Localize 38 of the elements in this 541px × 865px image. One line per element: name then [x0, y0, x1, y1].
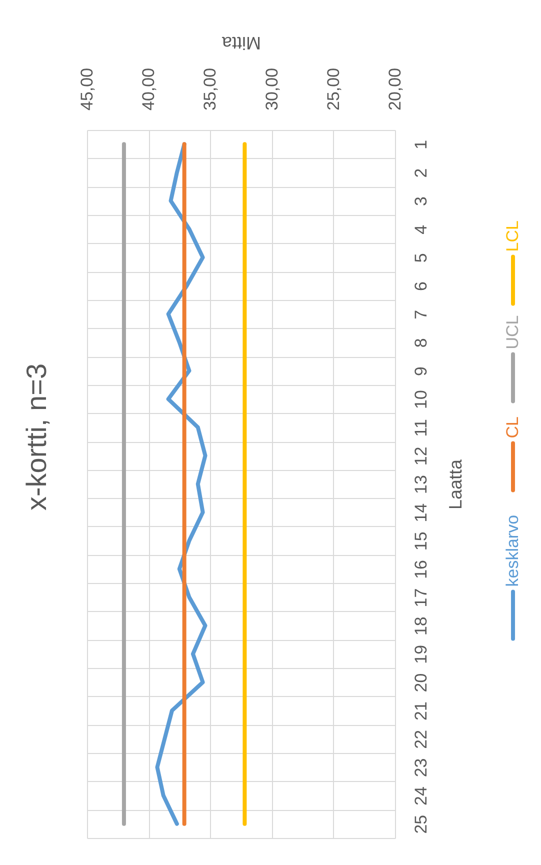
x-tick-label: 25,00 — [324, 68, 343, 110]
y-tick-label: 24 — [412, 786, 430, 806]
x-axis-title: Mitta — [221, 32, 262, 53]
x-tick-label: 30,00 — [262, 68, 282, 110]
x-tick-label: 35,00 — [200, 68, 220, 110]
text: kesklarvo — [503, 514, 522, 587]
y-tick-label: 2 — [412, 168, 430, 178]
y-tick-label: 3 — [412, 196, 430, 206]
y-tick-label: 7 — [412, 310, 430, 320]
y-tick-label: 9 — [412, 366, 430, 376]
text: CL — [503, 416, 522, 438]
y-tick-label: 1 — [412, 140, 430, 150]
y-tick-label: 25 — [412, 814, 430, 834]
y-tick-label: 22 — [412, 730, 430, 749]
y-axis-title: Laatta — [446, 458, 466, 510]
y-tick-label: 11 — [412, 419, 430, 437]
y-tick-label: 18 — [412, 616, 430, 636]
x-tick-label: 40,00 — [139, 68, 158, 110]
text: x-kortti, n=3 — [21, 363, 52, 511]
y-tick-label: 17 — [412, 588, 430, 608]
text: UCL — [503, 315, 522, 350]
y-tick-label: 14 — [412, 503, 430, 522]
y-tick-label: 5 — [412, 253, 430, 263]
y-tick-label: 10 — [412, 390, 430, 409]
y-tick-label: 20 — [412, 673, 430, 692]
x-tick-label: 45,00 — [78, 68, 96, 110]
y-tick-label: 23 — [412, 758, 430, 778]
y-tick-label: 12 — [412, 446, 430, 466]
y-tick-label: 4 — [412, 224, 430, 234]
y-tick-label: 6 — [412, 282, 430, 291]
y-tick-label: 15 — [412, 532, 430, 551]
x-tick-label: 20,00 — [386, 68, 404, 110]
y-tick-label: 8 — [412, 338, 430, 348]
text: LCL — [503, 220, 522, 252]
y-tick-label: 16 — [412, 560, 430, 579]
y-tick-label: 13 — [412, 475, 430, 494]
y-tick-label: 21 — [412, 702, 430, 721]
y-tick-label: 19 — [412, 644, 430, 664]
